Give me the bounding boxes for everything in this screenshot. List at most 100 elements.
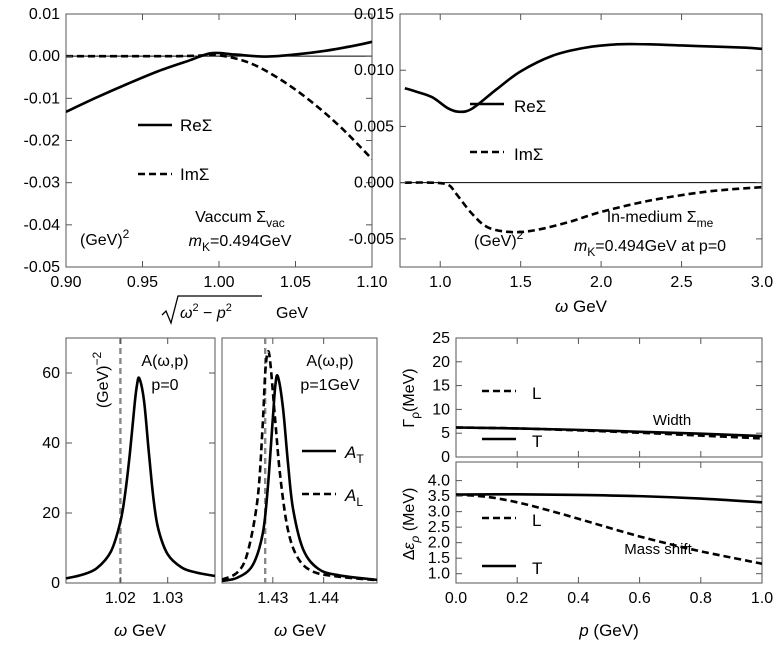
vac-ytick-label: 0.01 [29,6,60,23]
a0-xtick-label: 1.02 [105,590,136,607]
a0-xtick-label: 1.03 [152,590,183,607]
width-legend-label-l: L [532,384,541,403]
me-xtick-label: 1.5 [510,274,532,291]
me-ytick-label: -0.005 [349,231,394,248]
shift-xtick-label: 0.8 [690,590,712,607]
shift-ylabel: Δερ (MeV) [401,488,422,561]
a0-xlabel: ω GeV [114,621,167,640]
shift-ytick-label: 4.0 [428,473,450,490]
me-ytick-label: 0.005 [354,118,394,135]
a0-title: A(ω,p) [141,353,188,370]
shift-ytick-label: 3.5 [428,488,450,505]
shift-xtick-label: 0.2 [506,590,528,607]
shift-xtick-label: 0.0 [445,590,467,607]
a0-ytick-label: 20 [42,505,60,522]
shift-ytick-label: 2.5 [428,519,450,536]
a1-title: A(ω,p) [306,353,353,370]
a1-subtitle: p=1GeV [300,377,359,394]
vac-series [66,40,372,160]
a1-series-AT [222,373,377,583]
width-ytick-label: 25 [432,330,450,347]
me-ytick-label: 0.000 [354,175,394,192]
a0-frame [65,337,216,584]
vac-legend-label-im: ImΣ [180,165,209,184]
vac-xtick-label: 1.05 [280,274,311,291]
width-ytick-label: 10 [432,401,450,418]
vac-xtick-label: 0.90 [50,274,81,291]
me-series-ImΣ [404,181,762,234]
a1-frame [221,337,378,584]
vac-ytick-label: -0.01 [24,90,61,107]
shift-series [456,492,762,566]
a0-series [66,376,215,580]
width-ytick-label: 15 [432,378,450,395]
a0-ytick-label: 40 [42,435,60,452]
width-series-T [456,426,762,438]
vac-xtick-label: 1.10 [356,274,387,291]
vac-xlabel: ω2 − p2 GeV [161,295,308,326]
vac-legend-label-re: ReΣ [180,116,212,135]
me-series-ReΣ [404,42,762,114]
vac-series-ReΣ [66,40,372,114]
me-legend-label-re: ReΣ [514,97,546,116]
vac-subtitle: mK=0.494GeV [189,233,292,254]
me-xlabel: ω GeV [555,297,608,316]
shift-frame [455,461,763,584]
vac-xtick-label: 1.00 [203,274,234,291]
a1-xtick-label: 1.43 [257,590,288,607]
me-xtick-label: 1.0 [429,274,451,291]
width-frame [455,337,763,458]
vac-title: Vaccum Σvac [195,209,285,230]
vac-ytick-label: -0.02 [24,133,61,150]
me-xtick-label: 2.5 [670,274,692,291]
me-subtitle: mK=0.494GeV at p=0 [574,238,726,259]
a0-ytick-label: 60 [42,365,60,382]
a1-xtick-label: 1.44 [308,590,339,607]
vac-ytick-label: -0.05 [24,259,61,276]
vac-xtick-label: 0.95 [127,274,158,291]
shift-legend-label-t: T [532,559,542,578]
me-series [404,42,762,234]
vac-xlabel-text: ω2 − p2 [180,302,232,322]
shift-series-L [456,493,762,566]
vac-ytick-label: -0.03 [24,175,61,192]
shift-xtick-label: 0.6 [628,590,650,607]
a1-legend-label-l: AL [344,486,363,509]
width-legend-label-t: T [532,432,542,451]
shift-annotation: Mass shift [624,541,692,558]
a0-series-A [66,376,215,580]
vac-xlabel-radical [161,295,262,326]
a1-series-AL [222,349,377,582]
vac-ytick-label: 0.00 [29,48,60,65]
a1-xlabel: ω GeV [274,621,327,640]
width-ylabel: Γρ(MeV) [401,368,422,427]
shift-ytick-label: 1.5 [428,550,450,567]
me-xtick-label: 2.0 [590,274,612,291]
me-xtick-label: 3.0 [751,274,773,291]
shift-xlabel: p (GeV) [578,621,639,640]
vac-unit: (GeV)2 [80,227,130,249]
shift-legend-label-l: L [532,511,541,530]
width-ytick-label: 0 [441,449,450,466]
me-title: In-medium Σme [607,209,714,230]
width-series [456,426,762,440]
me-legend-label-im: ImΣ [514,145,543,164]
width-ytick-label: 20 [432,354,450,371]
vac-ytick-label: -0.04 [24,217,61,234]
a1-legend-label-t: AT [344,443,364,466]
a0-ytick-label: 0 [51,575,60,592]
vac-series-ImΣ [66,53,372,160]
width-ytick-label: 5 [441,425,450,442]
width-annotation: Width [653,412,691,429]
a0-unit: (GeV)−2 [90,352,112,409]
me-frame [399,13,763,268]
me-ytick-label: 0.010 [354,62,394,79]
shift-ytick-label: 1.0 [428,566,450,583]
vac-xlabel-unit: GeV [276,305,308,322]
shift-ytick-label: 3.0 [428,504,450,521]
a0-subtitle: p=0 [151,377,178,394]
shift-xtick-label: 1.0 [751,590,773,607]
me-ytick-label: 0.015 [354,6,394,23]
a1-series [222,349,377,583]
me-unit: (GeV)2 [474,228,524,250]
